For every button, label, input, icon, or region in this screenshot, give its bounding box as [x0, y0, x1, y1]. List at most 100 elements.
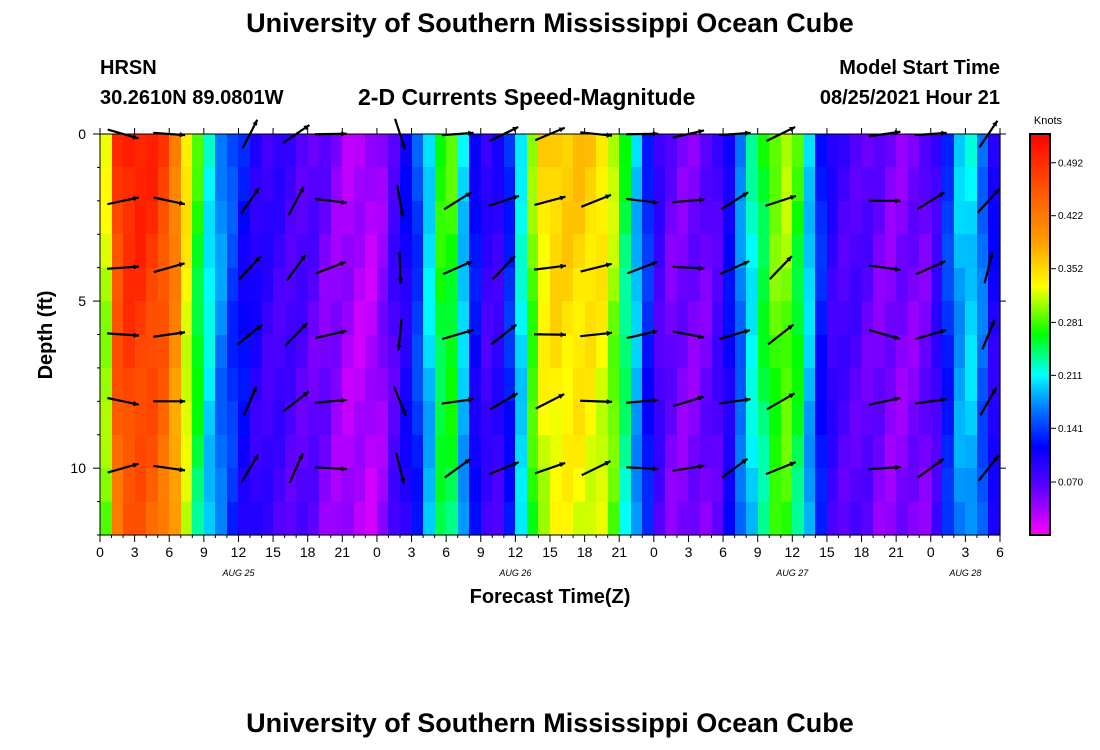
- heatmap-cell: [331, 335, 343, 369]
- heatmap-cell: [481, 301, 493, 336]
- heatmap-cell: [573, 234, 586, 269]
- heatmap-cell: [758, 301, 770, 336]
- heatmap-cell: [342, 167, 355, 202]
- heatmap-cell: [296, 234, 309, 269]
- heatmap-cell: [458, 468, 470, 503]
- heatmap-cell: [838, 435, 851, 469]
- heatmap-cell: [654, 301, 666, 336]
- heatmap-cell: [965, 435, 978, 469]
- x-tick-label: 3: [408, 544, 416, 560]
- heatmap-cell: [250, 468, 263, 503]
- plot-title: 2-D Currents Speed-Magnitude: [358, 84, 696, 110]
- current-vector-arrowhead: [940, 329, 947, 335]
- heatmap-cell: [804, 368, 816, 402]
- current-vector-arrowhead: [513, 195, 520, 201]
- heatmap-cell: [769, 201, 782, 235]
- heatmap-cell: [850, 502, 863, 536]
- heatmap-cell: [204, 167, 216, 202]
- heatmap-cell: [619, 234, 632, 269]
- heatmap-cell: [827, 201, 839, 235]
- heatmap-cell: [619, 368, 632, 402]
- heatmap-cell: [585, 234, 597, 269]
- heatmap-cell: [769, 401, 782, 436]
- heatmap-cell: [319, 167, 332, 202]
- heatmap-cell: [758, 401, 770, 436]
- heatmap-cell: [665, 134, 678, 168]
- heatmap-cell: [481, 335, 493, 369]
- heatmap-cell: [977, 268, 989, 302]
- current-vector-arrowhead: [302, 391, 309, 397]
- x-tick-label: 9: [754, 544, 762, 560]
- heatmap-cell: [619, 301, 632, 336]
- heatmap-cell: [446, 335, 459, 369]
- heatmap-cell: [285, 167, 297, 202]
- current-vector-arrowhead: [652, 397, 659, 404]
- heatmap-cell: [815, 201, 828, 235]
- heatmap-cell: [100, 167, 113, 202]
- x-tick-label: 15: [819, 544, 835, 560]
- heatmap-cell: [423, 335, 436, 369]
- heatmap-cell: [227, 201, 239, 235]
- heatmap-cell: [988, 201, 1001, 235]
- heatmap-cell: [896, 134, 909, 168]
- heatmap-cell: [204, 435, 216, 469]
- current-vector-arrowhead: [742, 192, 749, 198]
- heatmap-cell: [423, 301, 436, 336]
- heatmap-cell: [308, 468, 320, 503]
- heatmap-cell: [446, 502, 459, 536]
- heatmap-cell: [342, 201, 355, 235]
- heatmap-cell: [850, 368, 863, 402]
- heatmap-cell: [481, 468, 493, 503]
- heatmap-cell: [273, 134, 286, 168]
- heatmap-cell: [862, 301, 874, 336]
- heatmap-cell: [596, 401, 609, 436]
- heatmap-cell: [700, 502, 713, 536]
- heatmap-cell: [354, 268, 366, 302]
- x-tick-label: 12: [231, 544, 247, 560]
- heatmap-cell: [377, 401, 389, 436]
- heatmap-cell: [769, 502, 782, 536]
- heatmap-cell: [331, 401, 343, 436]
- heatmap-cell: [827, 234, 839, 269]
- heatmap-cell: [792, 234, 805, 269]
- heatmap-cell: [885, 268, 897, 302]
- heatmap-cell: [723, 268, 736, 302]
- heatmap-cell: [758, 368, 770, 402]
- heatmap-cell: [896, 335, 909, 369]
- heatmap-cell: [758, 335, 770, 369]
- heatmap-cell: [469, 368, 482, 402]
- heatmap-cell: [481, 368, 493, 402]
- heatmap-cell: [873, 502, 886, 536]
- heatmap-cell: [342, 234, 355, 269]
- heatmap-cell: [746, 134, 759, 168]
- heatmap-cell: [285, 268, 297, 302]
- heatmap-cell: [435, 268, 447, 302]
- heatmap-cell: [435, 401, 447, 436]
- current-vector-arrowhead: [179, 398, 186, 404]
- heatmap-cell: [873, 401, 886, 436]
- heatmap-cell: [158, 502, 170, 536]
- heatmap-cell: [435, 301, 447, 336]
- heatmap-cell: [873, 335, 886, 369]
- heatmap-cell: [873, 301, 886, 336]
- heatmap-cell: [181, 368, 193, 402]
- heatmap-cell: [700, 268, 713, 302]
- heatmap-cell: [688, 368, 701, 402]
- heatmap-cell: [481, 234, 493, 269]
- heatmap-cell: [342, 134, 355, 168]
- heatmap-cell: [815, 268, 828, 302]
- heatmap-cell: [550, 167, 563, 202]
- heatmap-cell: [238, 335, 251, 369]
- heatmap-cell: [331, 502, 343, 536]
- heatmap-cell: [665, 401, 678, 436]
- heatmap-cell: [746, 435, 759, 469]
- heatmap-cell: [538, 268, 551, 302]
- heatmap-cell: [781, 234, 793, 269]
- heatmap-cell: [100, 301, 113, 336]
- heatmap-cell: [781, 134, 793, 168]
- heatmap-cell: [377, 335, 389, 369]
- current-vector-arrowhead: [992, 455, 999, 462]
- heatmap-cell: [250, 502, 263, 536]
- heatmap-cell: [158, 268, 170, 302]
- heatmap-cell: [815, 134, 828, 168]
